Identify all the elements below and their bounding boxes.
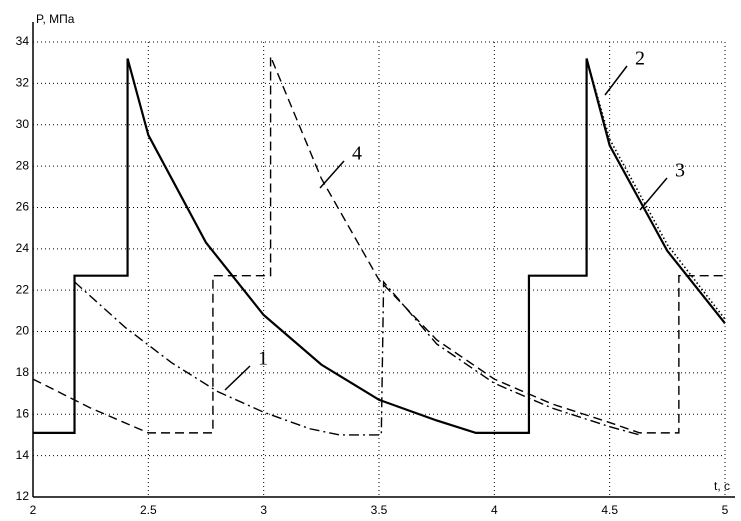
series-line <box>32 56 725 434</box>
series-label: 3 <box>675 160 685 182</box>
label-leader <box>639 177 668 211</box>
y-tick-label: 16 <box>16 406 30 420</box>
x-tick-label: 5 <box>722 503 729 517</box>
y-tick-label: 34 <box>16 34 30 48</box>
y-tick-label: 20 <box>16 324 30 338</box>
y-tick-label: 18 <box>16 365 30 379</box>
series-label: 1 <box>258 348 268 370</box>
series-label: 4 <box>352 143 362 165</box>
series-line <box>33 58 726 434</box>
y-tick-label: 22 <box>16 282 30 296</box>
series-line <box>585 58 726 320</box>
y-tick-label: 26 <box>16 200 30 214</box>
y-tick-label: 24 <box>16 241 30 255</box>
label-leader <box>224 365 251 391</box>
y-axis-label: P, МПа <box>36 12 75 26</box>
x-tick-label: 2.5 <box>140 503 157 517</box>
x-tick-label: 4 <box>491 503 498 517</box>
x-axis-label: t, c <box>714 479 730 493</box>
series-line <box>74 280 640 436</box>
y-tick-label: 30 <box>16 117 30 131</box>
y-tick-label: 14 <box>16 448 30 462</box>
y-tick-label: 12 <box>16 489 30 503</box>
label-leader <box>604 65 628 96</box>
y-tick-label: 32 <box>16 76 30 90</box>
series-label: 2 <box>635 48 645 70</box>
x-tick-label: 2 <box>30 503 37 517</box>
x-tick-label: 4.5 <box>601 503 618 517</box>
y-tick-label: 28 <box>16 158 30 172</box>
x-tick-label: 3 <box>260 503 267 517</box>
label-leader <box>319 160 345 189</box>
x-tick-label: 3.5 <box>371 503 388 517</box>
